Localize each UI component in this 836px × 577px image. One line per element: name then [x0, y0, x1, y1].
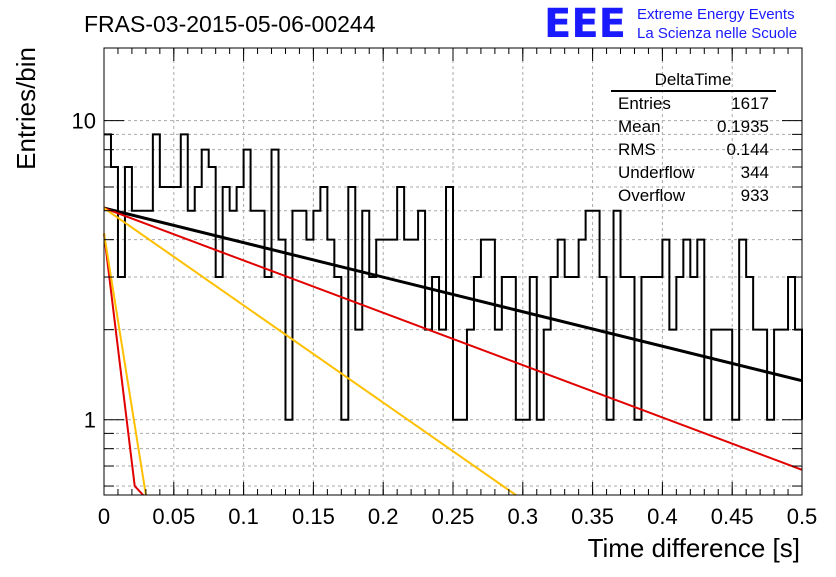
x-tick-label: 0.1	[228, 504, 259, 529]
stats-title: DeltaTime	[655, 70, 732, 89]
stats-row-label: Entries	[618, 94, 671, 113]
y-tick-label: 10	[72, 109, 96, 134]
eee-logo-line2: La Scienza nelle Scuole	[637, 25, 797, 42]
fit-line-4	[103, 233, 144, 496]
histogram-layer	[104, 133, 803, 421]
stats-row-label: Mean	[618, 117, 661, 136]
stats-row-value: 933	[741, 186, 769, 205]
x-tick-label: 0.2	[368, 504, 399, 529]
histogram-steps	[104, 133, 803, 421]
axis-ticks: 0 0.05 0.1 0.15 0.2 0.25 0.3 0.35 0.4 0.45 0.5 1 10	[72, 48, 818, 529]
y-axis-label: Entries/bin	[11, 47, 41, 170]
x-tick-label: 0.45	[711, 504, 754, 529]
x-tick-label: 0	[98, 504, 110, 529]
eee-logo-line1: Extreme Energy Events	[637, 6, 795, 23]
x-tick-label: 0.3	[508, 504, 539, 529]
x-axis-label: Time difference [s]	[588, 533, 800, 563]
x-tick-label: 0.05	[152, 504, 195, 529]
x-tick-label: 0.25	[432, 504, 475, 529]
stats-row-label: RMS	[618, 140, 656, 159]
eee-logo-mark: EEE	[544, 1, 626, 47]
fit-line-2	[103, 207, 803, 471]
stats-row-value: 344	[741, 163, 769, 182]
chart-title: FRAS-03-2015-05-06-00244	[84, 11, 376, 37]
stats-row-label: Underflow	[618, 163, 695, 182]
stats-row-value: 1617	[731, 94, 769, 113]
y-tick-label: 1	[84, 408, 96, 433]
x-tick-label: 0.5	[787, 504, 818, 529]
stats-rows: Entries 1617 Mean 0.1935 RMS 0.144 Underflow 34…	[618, 94, 769, 205]
fit-line-3	[103, 207, 517, 496]
x-tick-label: 0.15	[292, 504, 335, 529]
x-tick-label: 0.35	[571, 504, 614, 529]
stats-row-value: 0.1935	[717, 117, 769, 136]
stats-row-value: 0.144	[726, 140, 769, 159]
stats-box: DeltaTime Entries 1617 Mean 0.1935 RMS 0.144 U…	[611, 70, 776, 205]
fit-line-1	[103, 206, 803, 383]
x-tick-label: 0.4	[647, 504, 678, 529]
stats-row-label: Overflow	[618, 186, 686, 205]
